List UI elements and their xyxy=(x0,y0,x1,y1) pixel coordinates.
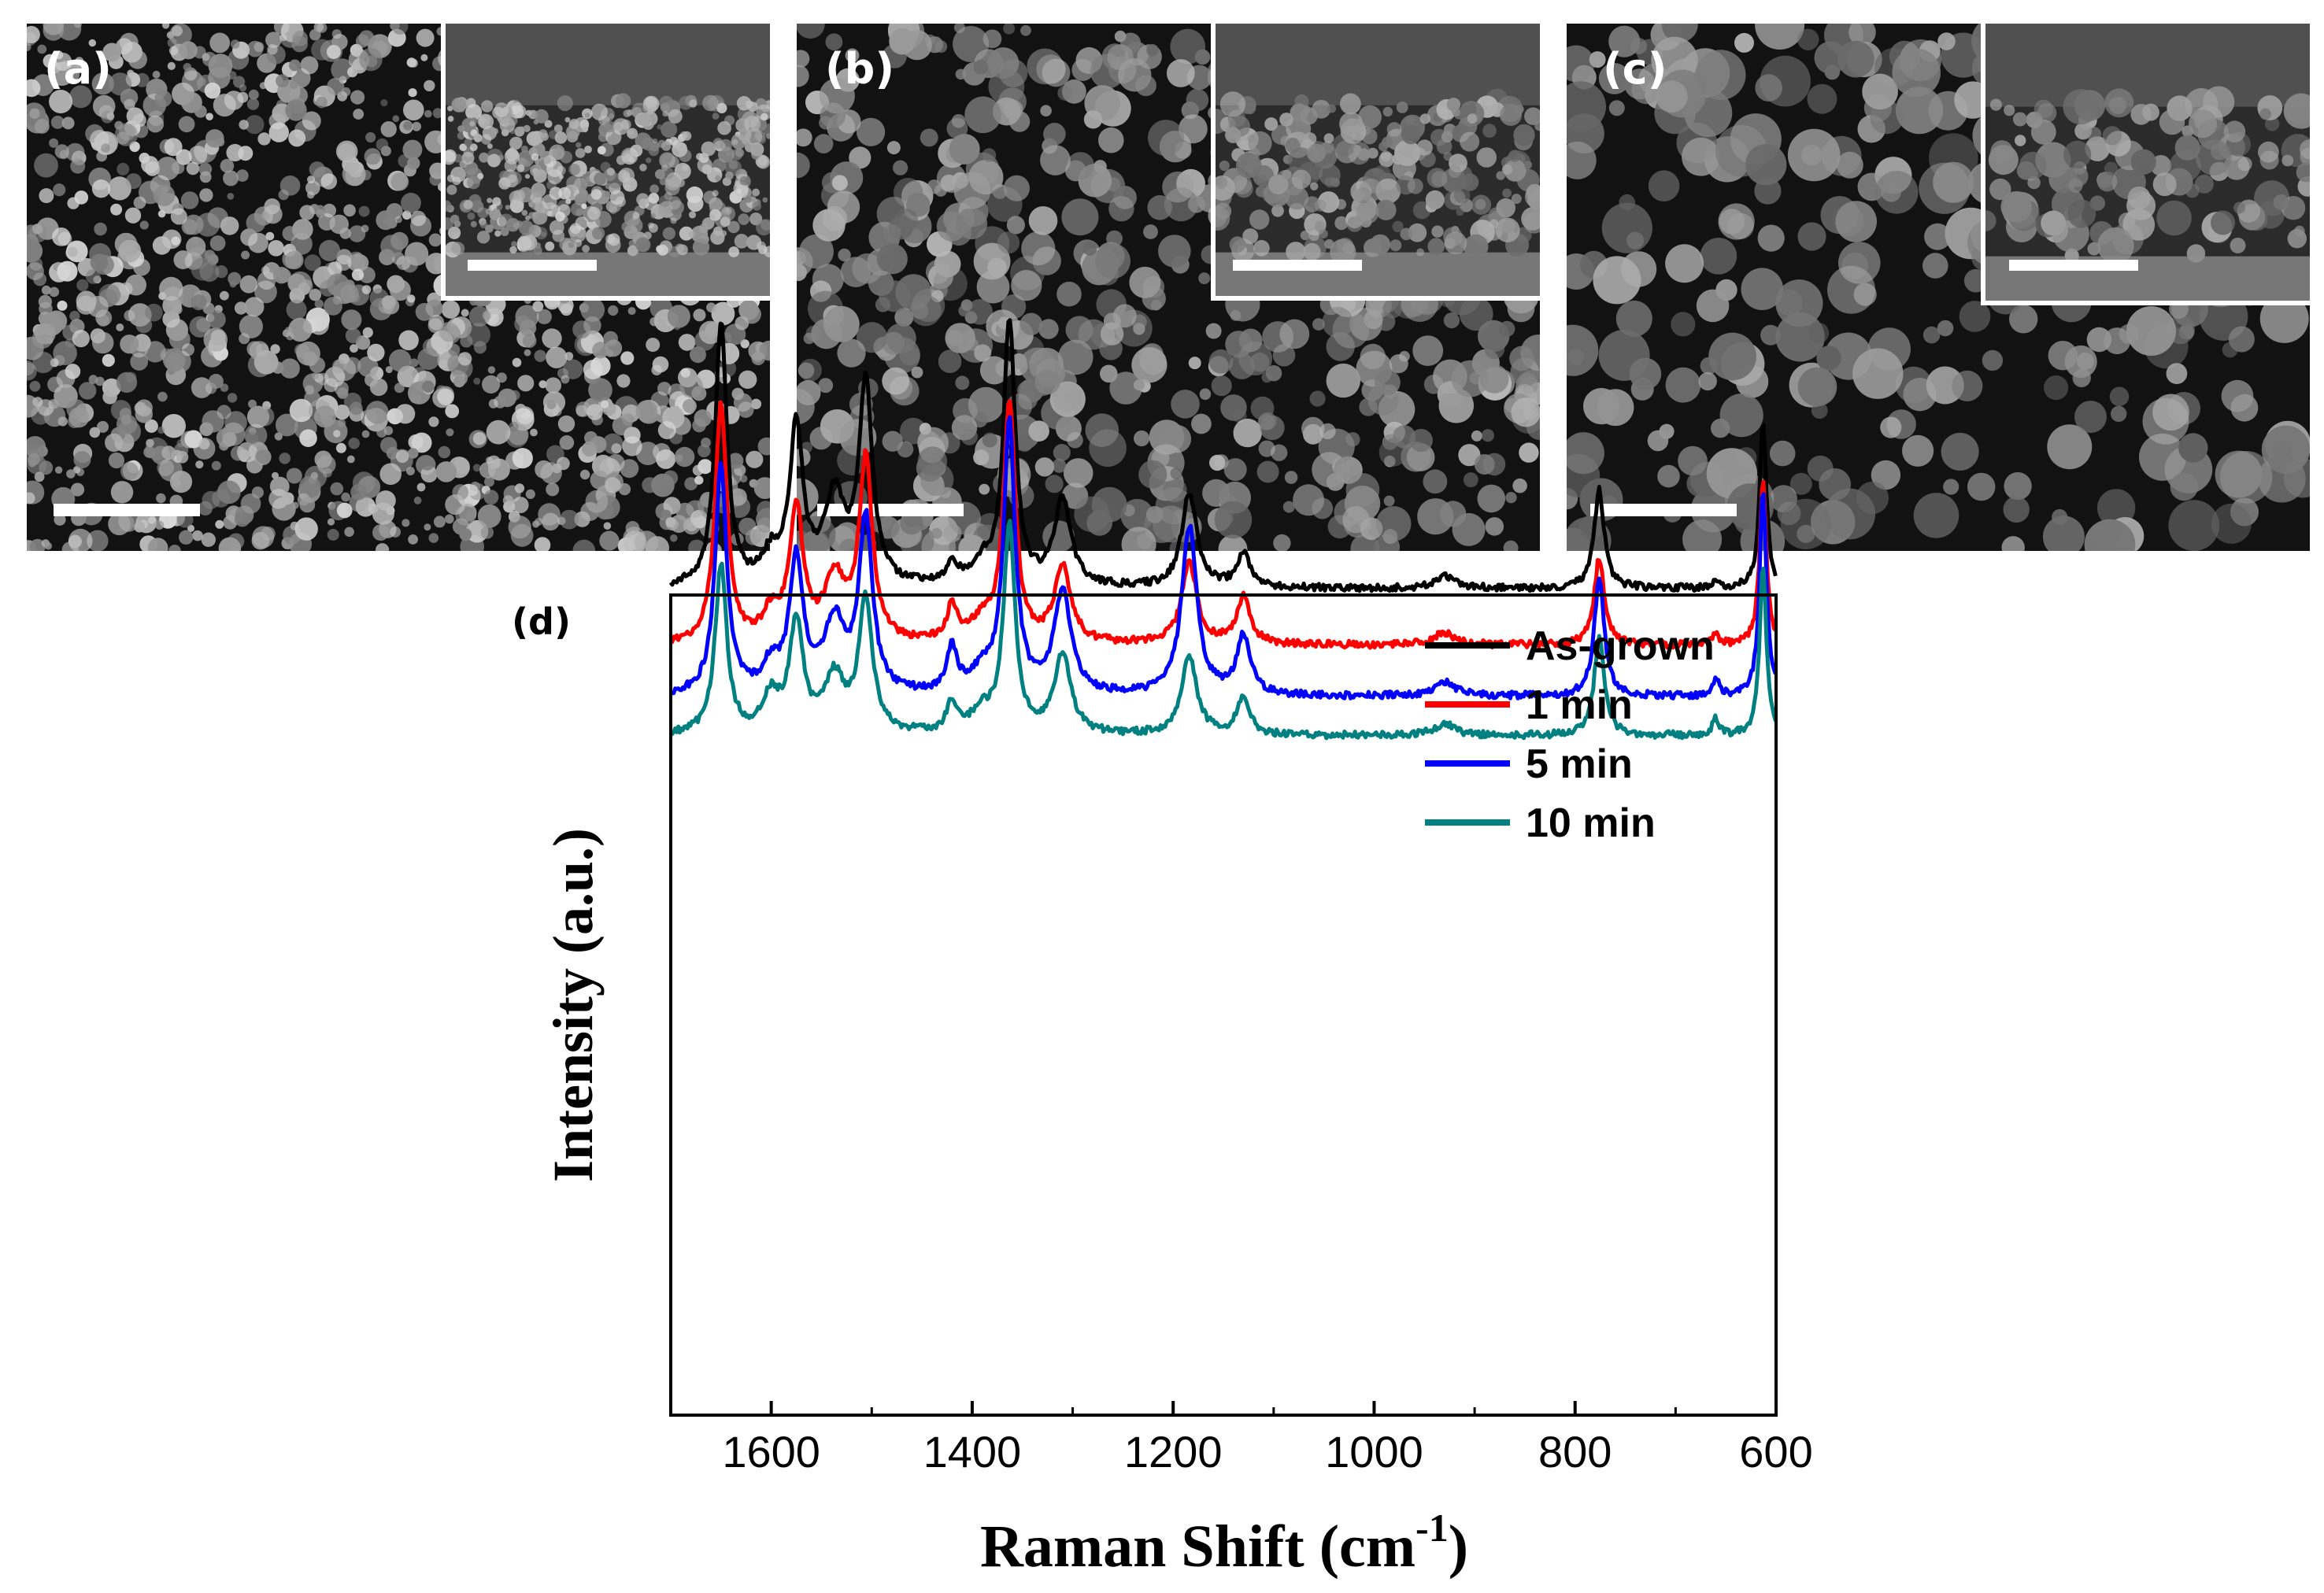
series-line-as-grown xyxy=(668,318,1778,593)
legend-label: As-grown xyxy=(1526,623,1715,669)
x-axis-label: Raman Shift (cm-1) xyxy=(980,1506,1468,1580)
sem-panel-b: (b) xyxy=(797,24,1540,551)
x-tick-label: 1000 xyxy=(1325,1427,1423,1477)
panel-label-c: (c) xyxy=(1603,44,1667,94)
panel-label-d: (d) xyxy=(512,601,571,643)
x-tick-label: 600 xyxy=(1739,1427,1812,1477)
sem-panel-a: (a) xyxy=(27,24,770,551)
series-line-10-min xyxy=(669,519,1778,741)
scale-bar-b xyxy=(817,504,964,516)
inset-image-a xyxy=(446,24,770,296)
sem-panel-c: (c) xyxy=(1567,24,2310,551)
x-tick-label: 1400 xyxy=(923,1427,1022,1477)
inset-image-c xyxy=(1985,24,2310,301)
inset-a xyxy=(441,24,770,301)
y-axis-label: Intensity (a.u.) xyxy=(542,828,605,1182)
x-tick-label: 1600 xyxy=(722,1427,820,1477)
legend-label: 1 min xyxy=(1526,682,1633,728)
legend-label: 10 min xyxy=(1526,800,1656,846)
legend-label: 5 min xyxy=(1526,741,1633,787)
series-line-5-min xyxy=(669,415,1778,700)
inset-scale-bar-b xyxy=(1233,260,1362,271)
inset-scale-bar-c xyxy=(2009,260,2138,271)
x-tick-label: 800 xyxy=(1538,1427,1612,1477)
x-axis-label-tail: ) xyxy=(1449,1514,1468,1580)
series-line-1-min xyxy=(669,399,1778,650)
x-axis-label-sup: -1 xyxy=(1415,1506,1449,1550)
scale-bar-a xyxy=(54,504,200,516)
inset-b xyxy=(1211,24,1540,301)
panel-label-b: (b) xyxy=(825,44,895,94)
x-tick-label: 1200 xyxy=(1124,1427,1223,1477)
inset-scale-bar-a xyxy=(468,260,597,271)
scale-bar-c xyxy=(1590,504,1737,516)
inset-image-b xyxy=(1216,24,1540,296)
inset-c xyxy=(1981,24,2310,305)
plot-frame xyxy=(669,593,1778,1417)
panel-label-a: (a) xyxy=(44,44,112,94)
x-axis-label-main: Raman Shift (cm xyxy=(980,1514,1415,1580)
